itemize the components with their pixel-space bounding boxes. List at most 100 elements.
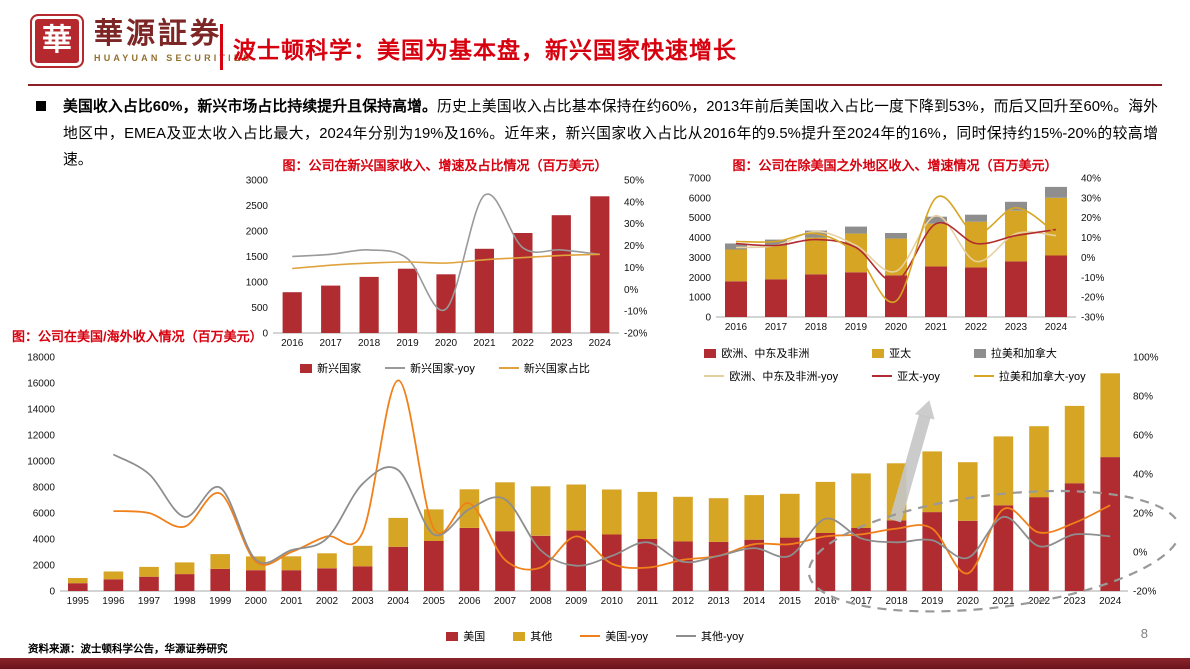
bar-segment [708,541,729,591]
svg-text:2001: 2001 [280,596,303,607]
legend-line-swatch [385,366,406,370]
bar-segment [815,533,836,591]
svg-text:4000: 4000 [689,233,712,244]
bar-segment [210,568,230,591]
bar-segment [725,281,747,317]
svg-text:18000: 18000 [27,353,55,364]
page-number: 8 [1140,626,1148,641]
key-point-body: 历史上美国收入占比基本保持在约60%，2013年前后美国收入占比一度下降到53%… [63,99,1158,169]
source-note: 资料来源：波士顿科学公告，华源证券研究 [28,643,228,655]
bar-segment [925,216,947,224]
svg-text:0%: 0% [624,285,639,296]
svg-text:1998: 1998 [173,596,196,607]
svg-text:2010: 2010 [601,596,624,607]
bar-segment [68,578,88,584]
bar-segment [885,233,907,239]
bar-segment [530,486,551,536]
svg-text:2022: 2022 [512,338,535,349]
bar-segment [780,537,800,591]
bar-segment [210,554,230,569]
legend-item: 新兴国家占比 [498,360,590,376]
chart-exus-section: 图：公司在除美国之外地区收入、增速情况（百万美元） 0 1000 2000 3000 4… [672,155,1118,384]
bar-segment [551,215,571,333]
svg-text:1999: 1999 [209,596,232,607]
svg-text:14000: 14000 [27,405,55,416]
svg-text:2023: 2023 [1005,322,1028,333]
legend-item: 拉美和加拿大 [973,345,1086,361]
chart-emerging-section: 图：公司在新兴国家收入、增速及占比情况（百万美元） 0 500 1000 1500 20… [225,155,665,376]
legend-label: 欧洲、中东及非洲-yoy [729,371,839,383]
legend-item: 其他-yoy [676,628,744,644]
svg-text:-20%: -20% [1081,293,1104,304]
bar-segment [1005,201,1027,211]
bar-segment [993,505,1014,591]
svg-text:2002: 2002 [316,596,339,607]
logo-glyph: 華 [42,24,72,57]
svg-text:2018: 2018 [885,596,908,607]
legend-label: 新兴国家 [317,363,362,375]
svg-text:2000: 2000 [689,273,712,284]
bar-segment [1064,405,1085,484]
bar-segment [1029,497,1049,591]
bar-segment [474,248,494,333]
trend-line [113,379,1111,575]
svg-text:2024: 2024 [589,338,612,349]
bar-segment [780,493,800,538]
bar-segment [815,481,836,533]
svg-text:2023: 2023 [1063,596,1086,607]
svg-text:2015: 2015 [779,596,802,607]
svg-text:2021: 2021 [925,322,948,333]
bar-segment [246,556,266,571]
bar-segment [68,583,88,591]
legend-swatch [973,348,986,358]
svg-text:12000: 12000 [27,431,55,442]
header-rule [28,84,1162,86]
highlight-ellipse [807,489,1178,613]
svg-text:40%: 40% [1081,174,1101,185]
key-point-text: 美国收入占比60%，新兴市场占比持续提升且保持高增。历史上美国收入占比基本保持在… [63,94,1158,174]
bar-segment [602,534,622,591]
svg-text:2020: 2020 [435,338,458,349]
svg-text:2024: 2024 [1099,596,1122,607]
bar-segment [436,274,456,333]
bar-segment [352,545,373,567]
bar-segment [925,223,947,267]
bar-segment [282,292,302,333]
svg-text:3000: 3000 [246,176,269,187]
svg-text:2003: 2003 [351,596,374,607]
svg-text:-20%: -20% [1133,587,1156,598]
bar-segment [139,566,159,577]
page-title: 波士顿科学：美国为基本盘，新兴国家快速增长 [233,37,737,63]
legend-line-swatch [676,634,696,638]
svg-text:40%: 40% [624,197,644,208]
legend-line-swatch [498,366,519,370]
legend-label: 亚太 [889,348,912,360]
svg-text:6000: 6000 [33,509,56,520]
bar-segment [845,226,867,234]
svg-text:2011: 2011 [637,596,659,607]
svg-text:2016: 2016 [281,338,304,349]
svg-text:0: 0 [262,329,268,340]
svg-text:5000: 5000 [689,213,712,224]
svg-text:-10%: -10% [1081,273,1104,284]
footer-bar [0,658,1190,669]
svg-text:40%: 40% [1133,470,1153,481]
chart-emerging-title: 图：公司在新兴国家收入、增速及占比情况（百万美元） [282,158,608,173]
bar-segment [925,266,947,317]
svg-text:2019: 2019 [396,338,419,349]
bar-segment [495,531,515,591]
svg-text:2016: 2016 [814,596,837,607]
bar-segment [708,498,729,542]
bar-segment [1045,197,1067,256]
bar-segment [388,546,408,591]
bar-segment [1005,261,1027,317]
bar-segment [397,268,418,333]
bar-segment [1045,186,1067,198]
bar-segment [765,239,787,246]
bar-segment [673,541,693,591]
brand-text: 華源証券 HUAYUAN SECURITIES [94,19,252,63]
bar-segment [359,276,379,333]
bar-segment [174,562,195,575]
legend-item: 新兴国家 [300,360,361,376]
